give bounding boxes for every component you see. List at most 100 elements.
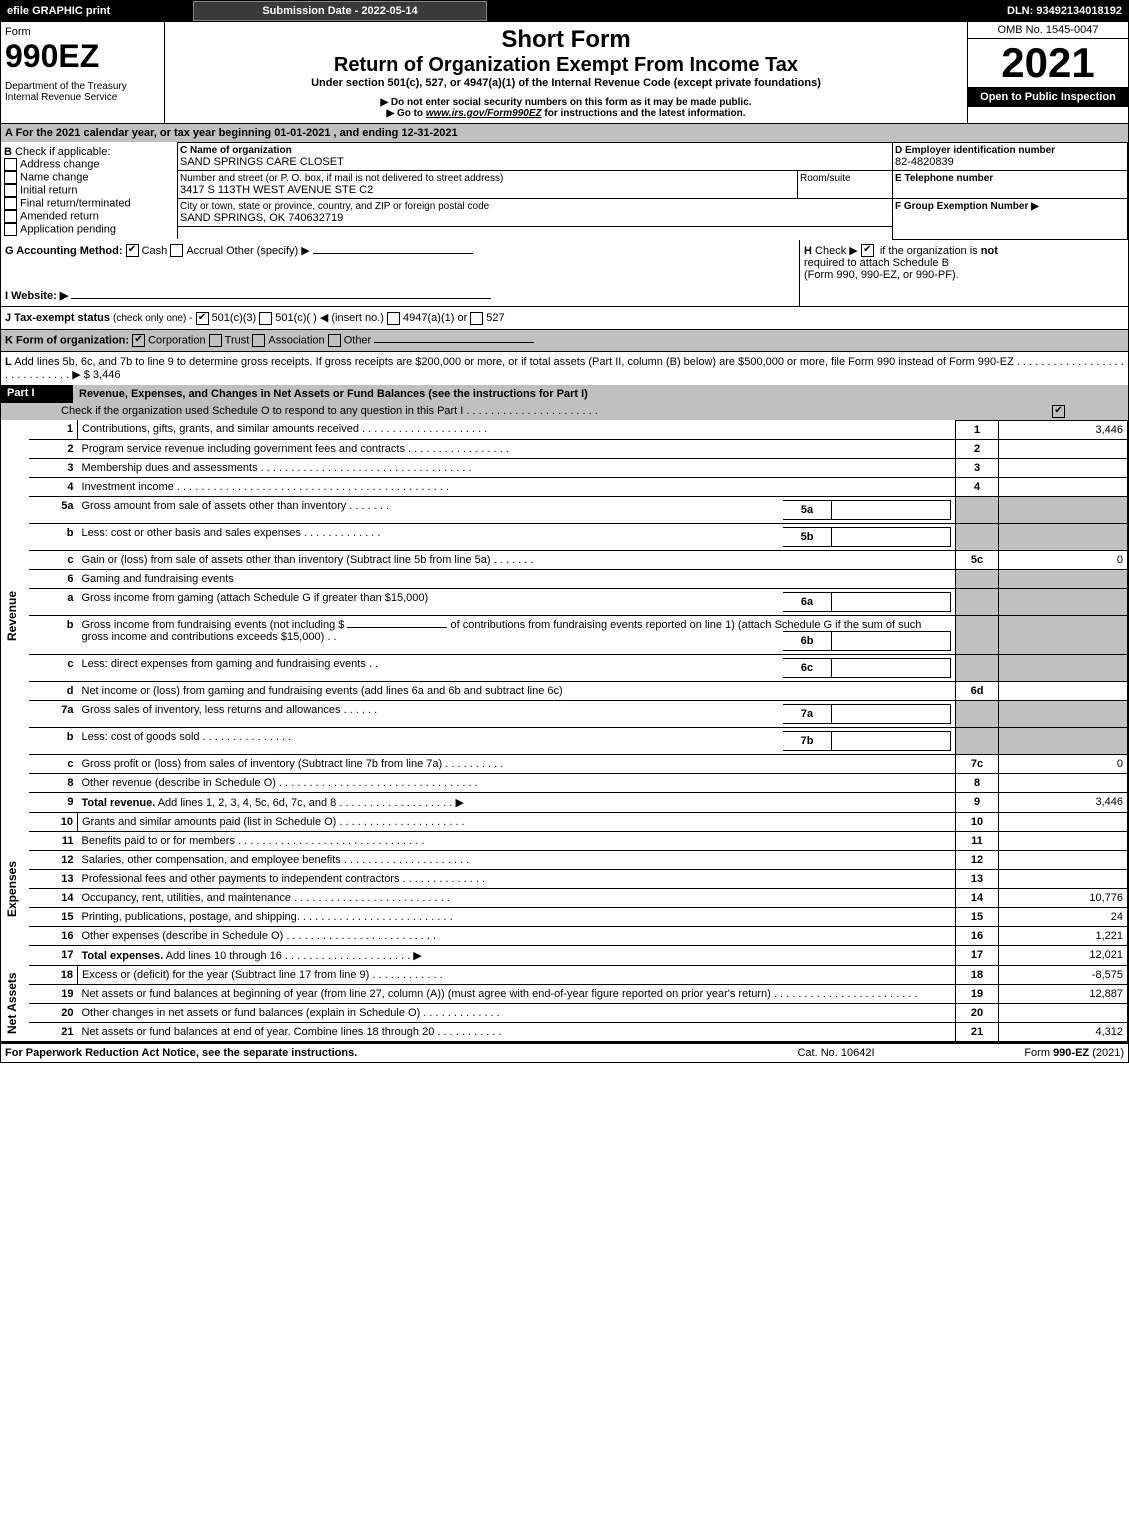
line-6a-num: a [29, 588, 78, 615]
association-checkbox[interactable] [252, 334, 265, 347]
line-6b-blank[interactable] [347, 627, 447, 628]
top-bar: efile GRAPHIC print Submission Date - 20… [1, 1, 1129, 22]
name-change-checkbox[interactable] [4, 171, 17, 184]
corporation-label: Corporation [148, 334, 205, 346]
initial-return-checkbox[interactable] [4, 184, 17, 197]
accrual-checkbox[interactable] [170, 244, 183, 257]
line-11-amount [999, 831, 1128, 850]
cash-checkbox[interactable] [126, 244, 139, 257]
line-6c-num: c [29, 654, 78, 681]
line-10-box: 10 [956, 812, 999, 831]
line-17-amount: 12,021 [999, 945, 1128, 965]
amended-return-checkbox[interactable] [4, 210, 17, 223]
line-14-num: 14 [29, 888, 78, 907]
other-org-checkbox[interactable] [328, 334, 341, 347]
line-7b-amt-shaded [999, 727, 1128, 754]
form-container: efile GRAPHIC print Submission Date - 20… [0, 0, 1129, 1063]
line-11-desc: Benefits paid to or for members . . . . … [78, 831, 956, 850]
line-13-num: 13 [29, 869, 78, 888]
final-return-checkbox[interactable] [4, 197, 17, 210]
501c3-checkbox[interactable] [196, 312, 209, 325]
line-5b-subamt [832, 527, 951, 546]
line-9-amount: 3,446 [999, 792, 1128, 812]
netassets-vertical-label: Net Assets [1, 965, 29, 1041]
line-7c-desc: Gross profit or (loss) from sales of inv… [78, 754, 956, 773]
org-name: SAND SPRINGS CARE CLOSET [180, 156, 890, 168]
line-15-desc: Printing, publications, postage, and shi… [78, 907, 956, 926]
form-header: Form 990EZ Department of the Treasury In… [1, 22, 1129, 124]
line-5b-box-shaded [956, 523, 999, 550]
line-6b-text1: Gross income from fundraising events (no… [82, 619, 345, 631]
section-h-text4: (Form 990, 990-EZ, or 990-PF). [804, 269, 959, 281]
line-5a-num: 5a [29, 496, 78, 523]
line-21-amount: 4,312 [999, 1022, 1128, 1041]
line-20-desc: Other changes in net assets or fund bala… [78, 1003, 956, 1022]
line-5a-text: Gross amount from sale of assets other t… [82, 500, 390, 512]
line-12-amount [999, 850, 1128, 869]
irs-gov-link[interactable]: www.irs.gov/Form990EZ [426, 108, 542, 119]
line-7c-num: c [29, 754, 78, 773]
schedule-b-checkbox[interactable] [861, 244, 874, 257]
501c-label: 501(c)( ) ◀ (insert no.) [275, 312, 384, 324]
name-change-label: Name change [20, 171, 89, 183]
line-8-box: 8 [956, 773, 999, 792]
line-8-amount [999, 773, 1128, 792]
line-7b-box-shaded [956, 727, 999, 754]
corporation-checkbox[interactable] [132, 334, 145, 347]
website-input[interactable] [71, 298, 491, 299]
final-return-label: Final return/terminated [20, 197, 131, 209]
schedule-o-checkbox[interactable] [1052, 405, 1065, 418]
line-7c-amount: 0 [999, 754, 1128, 773]
address-change-checkbox[interactable] [4, 158, 17, 171]
line-18-num: 18 [29, 965, 78, 984]
no-ssn-note: ▶ Do not enter social security numbers o… [169, 97, 963, 108]
room-suite-label: Room/suite [800, 173, 890, 184]
line-18-box: 18 [956, 965, 999, 984]
line-6a-sub: 6a [783, 592, 832, 611]
line-7c-box: 7c [956, 754, 999, 773]
dept-treasury: Department of the Treasury [5, 81, 160, 92]
form-number: 990EZ [5, 38, 160, 75]
section-a-tax-year: A For the 2021 calendar year, or tax yea… [1, 124, 1129, 143]
line-15-num: 15 [29, 907, 78, 926]
line-18-desc: Excess or (deficit) for the year (Subtra… [78, 965, 956, 984]
line-7a-box-shaded [956, 700, 999, 727]
line-6c-amt-shaded [999, 654, 1128, 681]
527-label: 527 [486, 312, 504, 324]
line-5c-box: 5c [956, 550, 999, 569]
line-5a-amt-shaded [999, 496, 1128, 523]
goto-link[interactable]: ▶ Go to www.irs.gov/Form990EZ for instru… [169, 108, 963, 119]
submission-date: Submission Date - 2022-05-14 [194, 2, 487, 21]
dln-number: DLN: 93492134018192 [896, 2, 1128, 21]
other-org-input[interactable] [374, 342, 534, 343]
line-7a-desc: Gross sales of inventory, less returns a… [78, 700, 956, 727]
trust-checkbox[interactable] [209, 334, 222, 347]
section-b: B Check if applicable: Address change Na… [1, 143, 178, 240]
internal-revenue-service: Internal Revenue Service [5, 92, 160, 103]
527-checkbox[interactable] [470, 312, 483, 325]
expenses-vertical-label: Expenses [1, 812, 29, 965]
city-value: SAND SPRINGS, OK 740632719 [180, 212, 890, 224]
501c-checkbox[interactable] [259, 312, 272, 325]
omb-number: OMB No. 1545-0047 [968, 22, 1128, 39]
section-f-label: F Group Exemption Number ▶ [895, 201, 1125, 212]
line-2-box: 2 [956, 439, 999, 458]
section-i-label: I Website: ▶ [5, 290, 68, 302]
line-6-desc: Gaming and fundraising events [78, 569, 956, 588]
line-2-desc: Program service revenue including govern… [78, 439, 956, 458]
line-21-desc: Net assets or fund balances at end of ye… [78, 1022, 956, 1041]
other-specify-input[interactable] [313, 253, 473, 254]
line-7a-text: Gross sales of inventory, less returns a… [82, 704, 378, 716]
application-pending-checkbox[interactable] [4, 223, 17, 236]
line-11-num: 11 [29, 831, 78, 850]
accrual-label: Accrual [186, 245, 223, 257]
amended-return-label: Amended return [20, 210, 99, 222]
line-8-num: 8 [29, 773, 78, 792]
line-6b-num: b [29, 615, 78, 654]
footer: For Paperwork Reduction Act Notice, see … [1, 1043, 1129, 1063]
line-3-desc: Membership dues and assessments . . . . … [78, 458, 956, 477]
line-6c-subamt [832, 658, 951, 677]
4947-checkbox[interactable] [387, 312, 400, 325]
line-5b-amt-shaded [999, 523, 1128, 550]
line-6-box-shaded [956, 569, 999, 588]
